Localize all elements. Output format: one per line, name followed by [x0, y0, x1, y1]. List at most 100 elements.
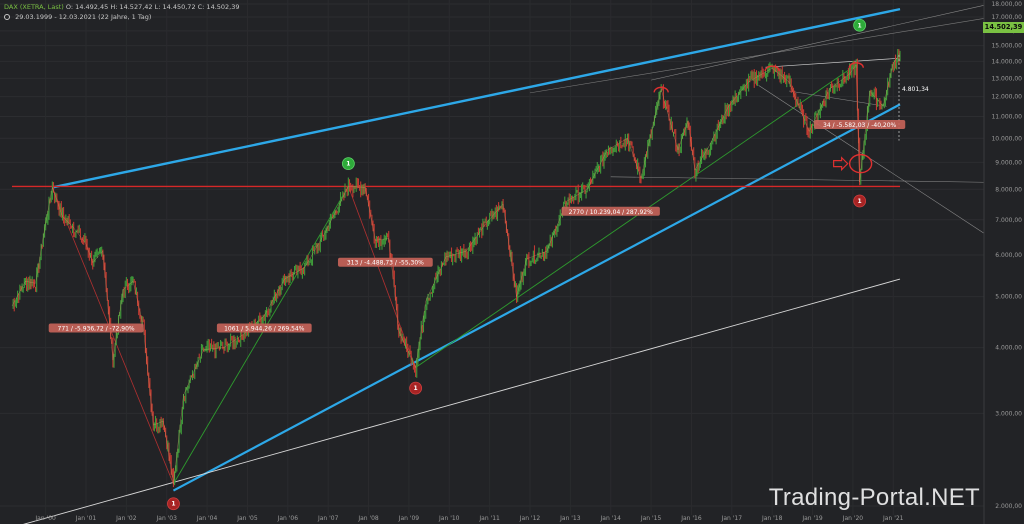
marker-circle — [853, 194, 867, 208]
x-tick-label: Jan '11 — [478, 515, 500, 522]
y-tick-label: 13.000,00 — [991, 75, 1022, 82]
uptrend-trendline — [173, 186, 349, 485]
highlight-arc — [764, 65, 780, 72]
aux-line — [758, 85, 985, 234]
marker-label: 1 — [858, 22, 862, 29]
clock-icon — [4, 14, 10, 20]
annotation-text: 771 / -5.936,72 / -72,90% — [58, 325, 135, 332]
x-tick-label: Jan '21 — [882, 515, 904, 522]
highlight-arc — [848, 62, 864, 68]
annotation-box: 2770 / 10.239,04 / 287,92% — [561, 206, 660, 216]
ohlc-values: O: 14.492,45 H: 14.527,42 L: 14.450,72 C… — [65, 3, 240, 11]
header-range-line: 29.03.1999 - 12.03.2021 (22 Jahre, 1 Tag… — [4, 13, 151, 21]
x-tick-label: Jan '16 — [680, 515, 702, 522]
x-tick-label: Jan '12 — [519, 515, 541, 522]
annotation-bg — [337, 257, 433, 267]
aux-line — [788, 90, 887, 107]
y-tick-label: 15.000,00 — [991, 43, 1022, 50]
y-tick-label: 9.000,00 — [995, 159, 1022, 166]
grid — [0, 0, 984, 515]
marker-label: 1 — [858, 198, 862, 205]
x-tick-label: Jan '01 — [75, 515, 97, 522]
marker-circle — [409, 381, 423, 395]
x-tick-label: Jan '17 — [721, 515, 743, 522]
date-range: 29.03.1999 - 12.03.2021 — [15, 13, 96, 21]
axes: 2.000,00 3.000,00 4.000,00 5.000,00 6.000,00… — [34, 0, 1022, 524]
y-tick-label: 18.000,00 — [991, 1, 1022, 8]
x-tick-label: Jan '09 — [398, 515, 420, 522]
annotation-box: 34 / -5.582,03 / -40,20% — [814, 119, 906, 129]
x-tick-label: Jan '05 — [236, 515, 258, 522]
y-tick-label: 4.000,00 — [995, 345, 1022, 352]
price-line — [11, 53, 901, 484]
y-tick-label: 7.000,00 — [995, 217, 1022, 224]
annotation-box: 313 / -4.488,73 / -55,30% — [337, 257, 433, 267]
x-tick-label: Jan '18 — [761, 515, 783, 522]
annotation-bg — [814, 119, 906, 129]
y-tick-label: 3.000,00 — [995, 410, 1022, 417]
annotation-box: 771 / -5.936,72 / -72,90% — [48, 323, 144, 333]
downtrend-trendline — [347, 186, 417, 368]
annotation-text: 34 / -5.582,03 / -40,20% — [823, 122, 897, 129]
annotation-text: 1061 / 5.944,26 / 269,54% — [224, 325, 305, 332]
marker-circle — [853, 18, 867, 32]
trendlines — [12, 4, 985, 524]
header-ticker-line: DAX (XETRA, Last) O: 14.492,45 H: 14.527… — [4, 3, 240, 11]
last-price-tag: 14.502,39 — [983, 22, 1024, 33]
ticker-label: DAX (XETRA, Last) — [4, 3, 64, 11]
annotation-bg — [48, 323, 144, 333]
marker-label: 1 — [414, 385, 418, 392]
aux-line — [765, 57, 901, 68]
x-tick-label: Jan '07 — [317, 515, 339, 522]
annotation-text: 2770 / 10.239,04 / 287,92% — [569, 209, 653, 216]
x-tick-label: Jan '14 — [600, 515, 622, 522]
x-tick-label: Jan '06 — [277, 515, 299, 522]
y-tick-label: 11.000,00 — [991, 114, 1022, 121]
y-tick-label: 2.000,00 — [995, 503, 1022, 510]
upper-resistance-trendline — [52, 7, 901, 189]
x-tick-label: Jan '10 — [438, 515, 460, 522]
y-tick-label: 14.000,00 — [991, 58, 1022, 65]
y-tick-label: 5.000,00 — [995, 294, 1022, 301]
x-tick-label: Jan '04 — [196, 515, 218, 522]
x-tick-label: Jan '15 — [640, 515, 662, 522]
y-tick-label: 8.000,00 — [995, 186, 1022, 193]
x-tick-label: Jan '13 — [559, 515, 581, 522]
uptrend-trendline — [415, 64, 857, 368]
y-tick-label: 12.000,00 — [991, 94, 1022, 101]
distance-label: 4.801,34 — [902, 86, 929, 93]
annotations: 4.801,34 771 / -5.936,72 / -72,90% 1061 / … — [48, 18, 929, 511]
peak-marker: 1 — [853, 18, 867, 32]
marker-label: 1 — [171, 501, 175, 508]
marker-circle — [167, 497, 180, 511]
x-tick-label: Jan '19 — [801, 515, 823, 522]
peak-marker: 1 — [341, 157, 355, 171]
x-tick-label: Jan '20 — [842, 515, 864, 522]
trough-marker: 1 — [167, 497, 180, 511]
aux-line — [529, 18, 985, 94]
annotation-bg — [561, 206, 660, 216]
trough-marker: 1 — [409, 381, 423, 395]
long-term-base-trendline — [23, 278, 901, 524]
x-tick-label: Jan '08 — [357, 515, 379, 522]
highlight-circle — [848, 153, 873, 174]
marker-circle — [341, 157, 355, 171]
lower-support-trendline — [172, 103, 901, 492]
annotation-box: 1061 / 5.944,26 / 269,54% — [216, 323, 312, 333]
x-tick-label: Jan '03 — [156, 515, 178, 522]
highlight-arc — [653, 86, 669, 93]
aux-line — [651, 4, 985, 81]
y-tick-label: 6.000,00 — [995, 252, 1022, 259]
x-tick-label: Jan '02 — [115, 515, 137, 522]
y-tick-label: 10.000,00 — [991, 135, 1022, 142]
marker-label: 1 — [346, 161, 350, 168]
annotation-bg — [216, 323, 312, 333]
y-tick-label: 17.000,00 — [991, 14, 1022, 21]
watermark: Trading-Portal.NET — [768, 484, 980, 511]
aux-line — [610, 176, 985, 183]
date-span: (22 Jahre, 1 Tag) — [98, 13, 152, 21]
trough-marker: 1 — [853, 194, 867, 208]
price-series — [11, 48, 901, 488]
arrow-icon — [833, 156, 849, 172]
